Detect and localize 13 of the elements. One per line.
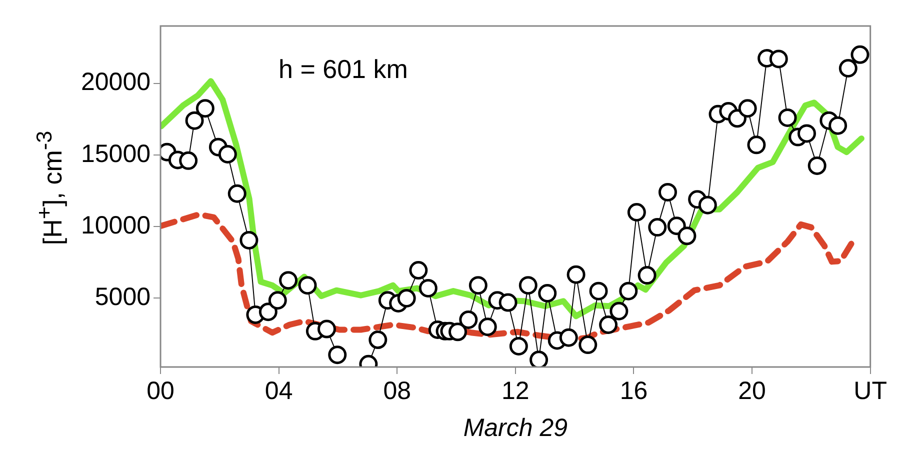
annotation: h = 601 km [278, 54, 408, 84]
y-tick-label: 20000 [80, 68, 151, 96]
x-tick-label: 16 [620, 376, 648, 405]
x-axis-title: March 29 [463, 414, 568, 442]
y-tick-label: 5000 [94, 283, 151, 312]
x-tick-label: 04 [264, 376, 293, 405]
x-tick-label: 00 [146, 376, 174, 405]
x-tick-label: UT [854, 376, 887, 405]
y-tick-label: 10000 [80, 211, 151, 240]
y-tick-label: 15000 [80, 140, 151, 168]
x-tick-label: 08 [383, 376, 412, 405]
x-tick-label: 12 [502, 376, 530, 405]
x-tick-label: 20 [738, 376, 766, 405]
